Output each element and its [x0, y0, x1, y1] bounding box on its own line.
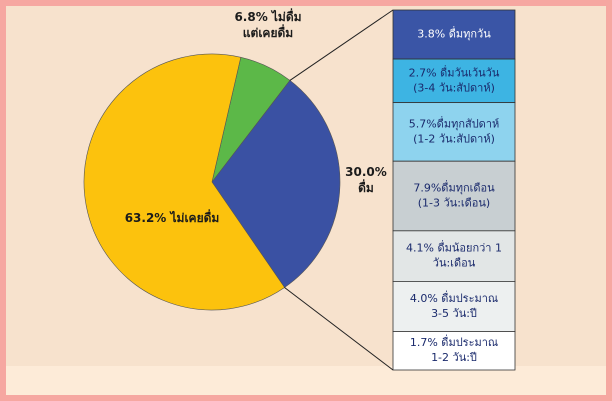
data-label: 4.1% ดื่มน้อยกว่า 1 วัน:เดือน: [406, 240, 502, 270]
data-label: 7.9%ดื่มทุกเดือน(1-3 วัน:เดือน): [413, 180, 495, 210]
data-label: 6.8% ไม่ดื่มแต่เคยดื่ม: [234, 8, 301, 40]
data-label: 5.7%ดื่มทุกสัปดาห์(1-2 วัน:สัปดาห์): [409, 115, 500, 145]
data-label: 2.7% ดื่มวันเว้นวัน(3-4 วัน:สัปดาห์): [409, 64, 500, 94]
data-label: 1.7% ดื่มประมาณ 1-2 วัน:ปี: [410, 334, 498, 364]
bar-segment: [392, 160, 516, 232]
pie-slice: [83, 53, 285, 311]
bar-segment: [392, 230, 516, 282]
data-label: 4.0% ดื่มประมาณ 3-5 วัน:ปี: [410, 290, 498, 320]
bar-segment: [392, 281, 516, 332]
data-label: 63.2% ไม่เคยดื่ม: [125, 209, 220, 225]
bar-segment: [392, 331, 516, 371]
connector: [289, 9, 394, 81]
pie-slice: [211, 80, 341, 288]
connector: [284, 287, 394, 371]
bar-segment: [392, 102, 516, 162]
data-label: 30.0%ดื่ม: [345, 165, 387, 195]
data-label: 3.8% ดื่มทุกวัน: [417, 26, 491, 41]
